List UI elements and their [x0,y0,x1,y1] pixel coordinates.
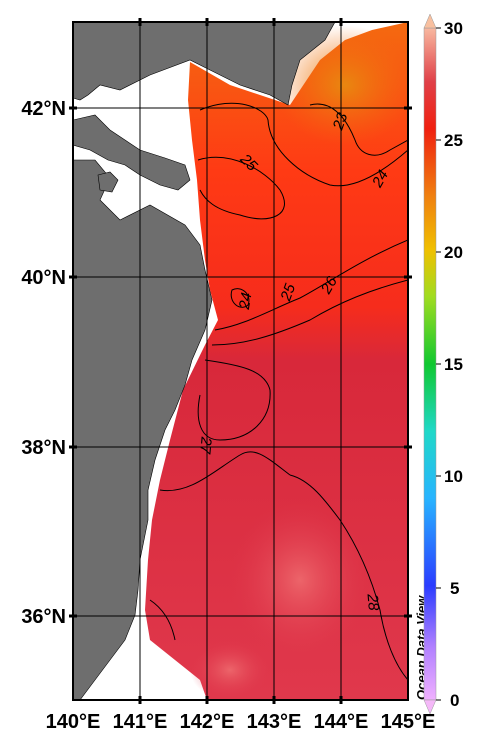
lon-label-140e: 140°E [46,711,101,733]
colorbar-tick-15: 15 [444,355,463,374]
lat-label-40n: 40°N [21,267,66,289]
lat-label-42n: 42°N [21,98,66,120]
land-hokkaido [73,22,336,106]
lon-label-143e: 143°E [247,711,302,733]
colorbar-tick-5: 5 [450,579,459,598]
lon-label-144e: 144°E [314,711,369,733]
colorbar-tick-20: 20 [444,243,463,262]
contour-label-24-ne: 24 [368,167,392,191]
land-peninsula [73,114,191,191]
contour-lines [149,102,408,681]
colorbar-tick-30: 30 [444,19,463,38]
colorbar-min-arrow [423,699,437,715]
grid-lines [73,22,408,700]
contour-label-24-s: 24 [236,291,256,311]
colorbar: 30 25 20 15 10 5 0 [423,13,463,715]
cool-water-patch [275,25,408,145]
land-honshu [73,159,213,700]
colorbar-tick-10: 10 [444,467,463,486]
frame-ticks [69,18,412,704]
contour-label-27: 27 [196,435,215,455]
contour-label-28: 28 [363,592,382,612]
contour-label-26: 26 [317,273,341,297]
warm-water-patch [230,500,370,660]
lon-label-142e: 142°E [180,711,235,733]
contour-label-23: 23 [329,110,351,133]
warm-water-patch-south [190,640,270,700]
lat-label-36n: 36°N [21,606,66,628]
plot-frame [72,21,409,701]
contour-label-25-s: 25 [277,281,299,304]
land-island [97,171,119,193]
lon-label-145e: 145°E [381,711,436,733]
colorbar-max-arrow [423,13,437,29]
lon-label-141e: 141°E [113,711,168,733]
colorbar-tick-0: 0 [450,691,459,710]
colorbar-tick-25: 25 [444,131,463,150]
lat-label-38n: 38°N [21,437,66,459]
